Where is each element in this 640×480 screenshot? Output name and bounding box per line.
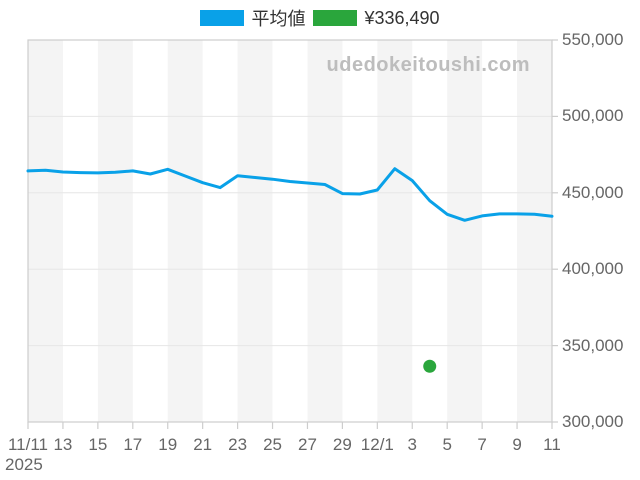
x-axis-year-label: 2025 <box>5 455 43 474</box>
y-axis-label: 450,000 <box>562 182 624 202</box>
x-axis-label: 7 <box>477 435 487 454</box>
x-axis-label: 27 <box>297 435 317 454</box>
y-axis-label: 550,000 <box>562 30 624 49</box>
y-axis-label: 400,000 <box>562 259 624 279</box>
x-axis-label: 19 <box>158 435 178 454</box>
plot-band <box>377 40 413 422</box>
x-axis-label: 17 <box>123 435 143 454</box>
legend-item-average[interactable]: 平均値 <box>200 5 305 31</box>
x-axis-label: 15 <box>88 435 108 454</box>
plot-band <box>307 40 343 422</box>
plot-band <box>517 40 552 422</box>
x-axis-label: 23 <box>228 435 248 454</box>
average-series-swatch-icon <box>200 10 245 26</box>
plot-band <box>167 40 203 422</box>
plot-band <box>237 40 273 422</box>
plot-band <box>28 40 63 422</box>
average-series-label: 平均値 <box>251 9 306 29</box>
plot-band <box>447 40 483 422</box>
plot-band <box>97 40 133 422</box>
site-watermark: udedokeitoushi.com <box>326 54 530 76</box>
x-axis-label: 11 <box>543 435 561 454</box>
x-axis-label: 5 <box>442 435 452 454</box>
x-axis-label: 21 <box>193 435 213 454</box>
chart-legend: 平均値 ¥336,490 <box>0 5 640 31</box>
x-axis-label: 3 <box>407 435 417 454</box>
plot-border <box>27 39 553 423</box>
x-axis-label: 29 <box>332 435 352 454</box>
x-axis-label: 12/1 <box>360 435 394 454</box>
x-axis-label: 9 <box>512 435 522 454</box>
price-series-swatch-icon <box>313 10 358 26</box>
price-point[interactable] <box>423 359 437 373</box>
y-axis-label: 350,000 <box>562 335 624 355</box>
y-axis-label: 300,000 <box>562 412 624 431</box>
price-series-label: ¥336,490 <box>364 7 440 28</box>
average-price-line <box>26 167 554 222</box>
x-axis-label: 25 <box>263 435 282 454</box>
y-axis-label: 500,000 <box>562 106 624 126</box>
x-axis-label: 11/11 <box>7 435 49 454</box>
legend-item-price[interactable]: ¥336,490 <box>313 7 440 29</box>
x-axis-label: 13 <box>53 435 73 454</box>
